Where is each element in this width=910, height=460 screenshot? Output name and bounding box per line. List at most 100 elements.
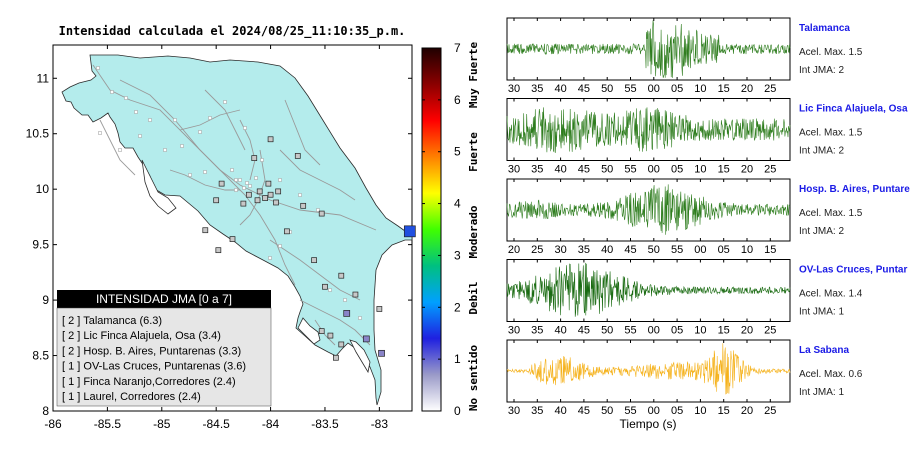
lat-tick-label: 9.5	[32, 238, 49, 252]
lat-tick-label: 9	[42, 293, 49, 307]
station-marker	[318, 328, 325, 334]
time-tick-label: 05	[671, 83, 683, 95]
time-tick-label: 00	[648, 405, 660, 417]
time-tick-label: 10	[694, 325, 706, 337]
station-marker	[300, 202, 307, 209]
waveform-panel: 30 35 40 45 50 55 00 05 10 15 20 25 Lic Finca Alajue…	[506, 98, 908, 176]
colorbar-tick-label: 4	[454, 197, 461, 211]
time-tick-label: 40	[554, 325, 566, 337]
station-marker	[322, 283, 328, 290]
legend-item: [ 1 ] Finca Naranjo,Corredores (2.4)	[62, 376, 236, 388]
station-marker	[229, 236, 236, 242]
time-tick-label: 15	[718, 325, 730, 337]
station-name: La Sabana	[799, 345, 849, 356]
station-name: Talamanca	[799, 23, 850, 34]
time-tick-label: 45	[578, 164, 590, 176]
time-tick-label: 50	[601, 325, 613, 337]
station-marker	[267, 191, 274, 198]
time-tick-label: 35	[531, 164, 543, 176]
station-marker	[403, 225, 416, 238]
colorbar-label-no-sentido: No sentido	[467, 345, 480, 412]
time-tick-label: 25	[764, 325, 776, 337]
time-tick-label: 10	[694, 164, 706, 176]
legend-item: [ 1 ] OV-Las Cruces, Puntarenas (3.6)	[62, 361, 246, 373]
time-tick-label: 35	[531, 83, 543, 95]
colorbar-tick-label: 7	[454, 41, 461, 55]
time-tick-label: 45	[624, 244, 636, 256]
time-tick-label: 50	[601, 83, 613, 95]
station-marker	[318, 210, 325, 217]
pacific-cut	[297, 317, 321, 345]
time-tick-label: 05	[718, 244, 730, 256]
station-marker	[218, 180, 225, 187]
station-marker	[332, 354, 339, 361]
lat-tick-label: 10	[36, 182, 50, 196]
roads	[92, 64, 377, 346]
time-tick-label: 35	[578, 244, 590, 256]
station-marker	[294, 153, 301, 159]
longitude-ticks: -86 -85.5 -85 -84.5 -84 -83.5 -83	[44, 45, 388, 431]
station-marker	[338, 272, 345, 279]
time-tick-label: 30	[508, 405, 520, 417]
time-axis-label: Tiempo (s)	[620, 417, 677, 431]
acceleration-max: Acel. Max. 1.4	[799, 289, 863, 300]
lon-tick-label: -84	[262, 417, 280, 431]
colorbar-label-debil: Debil	[467, 281, 480, 314]
station-marker	[240, 200, 247, 207]
time-tick-label: 15	[764, 244, 776, 256]
time-tick-label: 20	[741, 405, 753, 417]
time-tick-label: 25	[764, 83, 776, 95]
time-tick-label: 05	[671, 164, 683, 176]
lon-tick-label: -83.5	[311, 417, 339, 431]
jma-intensity: Int JMA: 2	[799, 226, 844, 237]
time-tick-label: 45	[578, 405, 590, 417]
colorbar-tick-label: 5	[454, 145, 461, 159]
colorbar-tick-label: 3	[454, 248, 461, 262]
time-tick-label: 50	[601, 164, 613, 176]
waveform-trace	[506, 184, 791, 235]
station-marker	[362, 335, 370, 343]
waveform-panel: 30 35 40 45 50 55 00 05 10 15 20 25 OV-Las Cruces, P…	[506, 259, 907, 337]
lat-tick-label: 10.5	[26, 127, 50, 141]
colorbar	[421, 47, 442, 412]
time-tick-label: 55	[671, 244, 683, 256]
station-marker	[343, 310, 351, 317]
jma-intensity: Int JMA: 1	[799, 307, 844, 318]
time-tick-label: 10	[694, 405, 706, 417]
legend-items: [ 2 ] Talamanca (6.3) [ 2 ] Lic Finca Ala…	[62, 315, 246, 403]
time-tick-label: 30	[508, 164, 520, 176]
station-marker	[352, 291, 359, 298]
station-name: Hosp. B. Aires, Puntare	[799, 184, 910, 195]
time-tick-label: 20	[741, 325, 753, 337]
jma-intensity: Int JMA: 2	[799, 65, 844, 76]
time-tick-label: 25	[531, 244, 543, 256]
time-tick-label: 05	[671, 405, 683, 417]
cities	[96, 66, 362, 320]
time-tick-label: 55	[624, 164, 636, 176]
time-tick-label: 15	[718, 164, 730, 176]
time-tick-label: 15	[718, 405, 730, 417]
lon-tick-label: -85.5	[94, 417, 122, 431]
time-tick-label: 30	[554, 244, 566, 256]
time-tick-label: 40	[601, 244, 613, 256]
legend-item: [ 2 ] Hosp. B. Aires, Puntarenas (3.3)	[62, 345, 241, 357]
costa-rica-land	[61, 54, 413, 406]
lon-tick-label: -84.5	[203, 417, 231, 431]
intensity-legend: INTENSIDAD JMA [0 a 7] [ 2 ] Talamanca (…	[56, 290, 272, 407]
time-tick-label: 20	[741, 164, 753, 176]
station-marker	[376, 306, 383, 312]
time-tick-label: 20	[508, 244, 520, 256]
time-tick-label: 55	[624, 405, 636, 417]
station-marker	[202, 227, 209, 234]
lon-tick-label: -86	[44, 417, 62, 431]
colorbar-tick-label: 0	[454, 404, 461, 418]
station-marker	[245, 191, 252, 198]
time-tick-label: 40	[554, 405, 566, 417]
time-tick-label: 05	[671, 325, 683, 337]
lon-tick-label: -83	[371, 417, 389, 431]
waveform-trace	[506, 20, 791, 78]
time-tick-label: 10	[694, 83, 706, 95]
colorbar-tick-label: 2	[454, 300, 461, 314]
lat-tick-label: 8	[42, 404, 49, 418]
